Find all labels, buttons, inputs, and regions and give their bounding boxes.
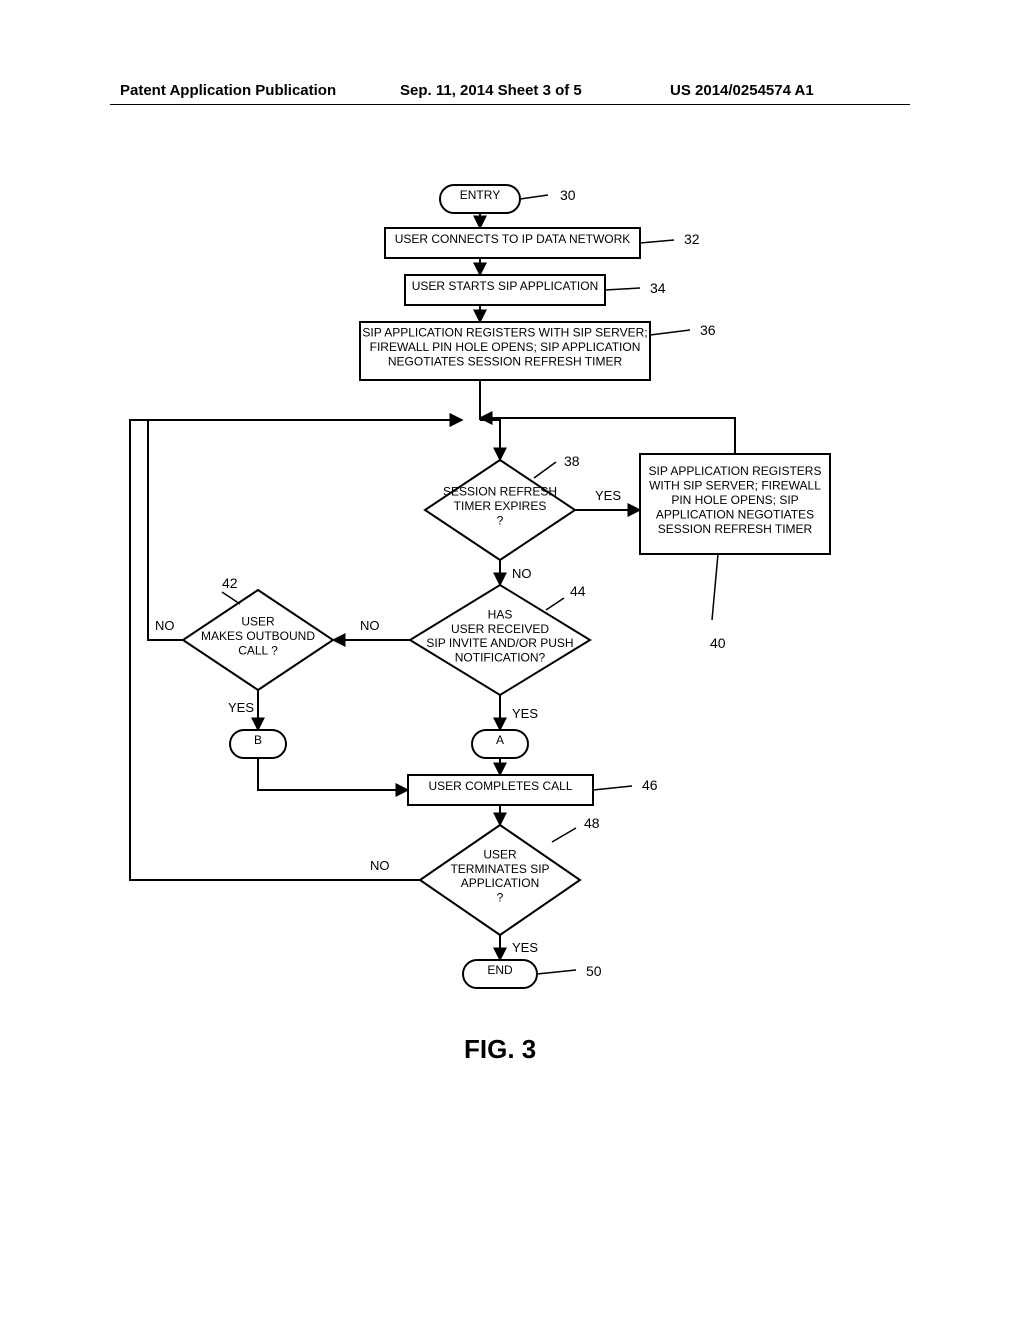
ref-leader — [605, 288, 640, 290]
ref-leader — [640, 240, 674, 243]
flow-node-text-n32: USER CONNECTS TO IP DATA NETWORK — [395, 232, 631, 246]
flowchart: YES NO NO NO YES YES NO YES ENTRY USER CONNECTS T… — [0, 0, 1024, 1320]
ref-label: 44 — [570, 583, 586, 599]
ref-label: 48 — [584, 815, 600, 831]
edge-label: YES — [512, 706, 538, 721]
flow-node-text-n40: SIP APPLICATION REGISTERSWITH SIP SERVER… — [649, 464, 822, 536]
ref-leader — [593, 786, 632, 790]
ref-leader — [650, 330, 690, 335]
ref-label: 36 — [700, 322, 716, 338]
flow-node-text-n46: USER COMPLETES CALL — [428, 779, 572, 793]
flow-node-text-nA: A — [496, 733, 504, 747]
flow-node-text-n50: END — [487, 963, 513, 977]
ref-leader — [537, 970, 576, 974]
page: Patent Application Publication Sep. 11, … — [0, 0, 1024, 1320]
ref-leader — [520, 195, 548, 199]
ref-label: 50 — [586, 963, 602, 979]
edge-label: YES — [512, 940, 538, 955]
ref-leader — [222, 592, 240, 604]
flow-edge — [480, 418, 735, 454]
flow-node-text-n34: USER STARTS SIP APPLICATION — [412, 279, 599, 293]
ref-label: 32 — [684, 231, 700, 247]
flow-node-text-n30: ENTRY — [460, 188, 500, 202]
ref-label: 30 — [560, 187, 576, 203]
edge-label: YES — [228, 700, 254, 715]
edge-label: NO — [155, 618, 175, 633]
ref-leader — [712, 554, 718, 620]
flow-node-text-n36: SIP APPLICATION REGISTERS WITH SIP SERVE… — [362, 326, 647, 369]
ref-label: 42 — [222, 575, 238, 591]
ref-label: 46 — [642, 777, 658, 793]
flow-edge — [258, 758, 408, 790]
edge-label: YES — [595, 488, 621, 503]
ref-label: 34 — [650, 280, 666, 296]
edge-label: NO — [360, 618, 380, 633]
ref-leader — [546, 598, 564, 610]
ref-leader — [534, 462, 556, 478]
flow-edge — [480, 420, 500, 460]
figure-caption: FIG. 3 — [464, 1034, 536, 1065]
flow-node-text-nB: B — [254, 733, 262, 747]
edge-label: NO — [512, 566, 532, 581]
edge-label: NO — [370, 858, 390, 873]
ref-label: 40 — [710, 635, 726, 651]
ref-leader — [552, 828, 576, 842]
ref-label: 38 — [564, 453, 580, 469]
flow-edge — [148, 420, 462, 640]
